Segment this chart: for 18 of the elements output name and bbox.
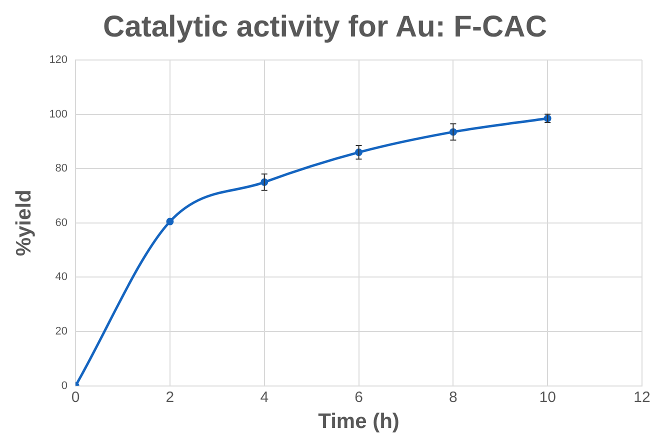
y-tick-label: 0 — [61, 380, 68, 392]
x-tick-label: 12 — [634, 388, 650, 406]
point — [166, 218, 174, 226]
x-tick-label: 2 — [166, 388, 174, 406]
x-tick-label: 8 — [449, 388, 458, 406]
y-tick-label: 80 — [55, 162, 68, 175]
y-axis-title: %yield — [12, 190, 36, 256]
chart-title: Catalytic activity for Au: F-CAC — [103, 10, 547, 44]
y-tick-label: 40 — [55, 271, 68, 284]
y-tick-label: 100 — [49, 108, 68, 120]
x-tick-label: 0 — [71, 388, 80, 406]
x-tick-label: 6 — [354, 388, 363, 406]
y-tick-label: 20 — [55, 326, 68, 338]
y-tick-label: 60 — [55, 216, 68, 229]
y-tick-label: 120 — [49, 54, 68, 66]
x-tick-label: 4 — [260, 388, 269, 406]
x-axis-title: Time (h) — [318, 410, 400, 434]
x-tick-label: 10 — [539, 388, 556, 406]
